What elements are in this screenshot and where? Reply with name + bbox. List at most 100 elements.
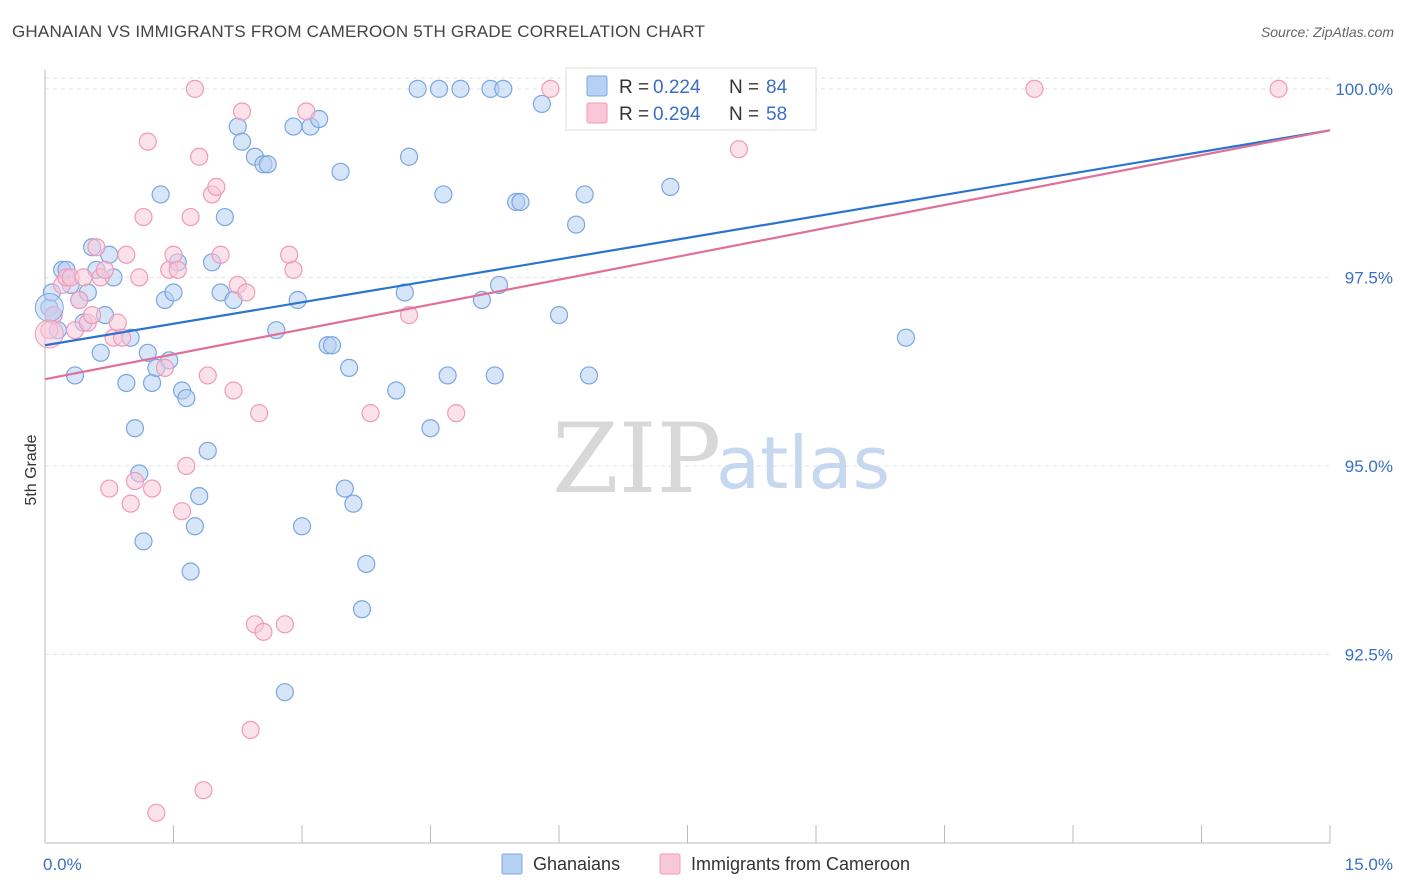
cameroon-point [95,260,115,279]
cameroon-point [232,102,252,121]
cameroon-point [125,471,145,491]
cameroon-point [172,502,192,521]
ghanaians-point [34,293,64,323]
cameroon-point [138,132,157,151]
legend-swatch-blue [586,75,608,97]
y-tick-label: 95.0% [1345,457,1393,476]
cameroon-point [198,366,217,385]
cameroon-point [177,456,196,476]
ghanaians-point [352,600,372,619]
bottom-legend-swatch-blue [501,853,523,875]
ghanaians-point [335,479,354,498]
bottom-legend-swatch-pink [659,853,681,875]
cameroon-point [1269,79,1288,98]
source-credit: Source: ZipAtlas.com [1260,24,1394,40]
cameroon-point [224,381,243,400]
cameroon-point [134,207,153,227]
cameroon-point [185,79,205,98]
ghanaians-point [408,79,427,98]
ghanaians-point [344,494,363,513]
cameroon-point [155,358,175,377]
ghanaians-point [292,517,312,536]
ghanaians-point [164,283,183,302]
ghanaians-point [142,373,162,393]
cameroon-point [207,177,226,196]
cameroon-point [194,781,213,800]
ghanaians-point [190,486,209,506]
cameroon-point [729,140,749,159]
ghanaians-point [91,343,110,362]
cameroon-point [361,404,380,423]
legend-r-label: R = [619,77,649,98]
cameroon-point [250,404,269,423]
bottom-legend-ghanaians: Ghanaians [533,854,620,874]
ghanaians-point [438,366,457,385]
cameroon-point [275,615,294,634]
axes [44,70,1331,844]
cameroon-point [211,245,230,264]
ghanaians-point [181,562,200,581]
watermark-zip: ZIP [552,403,721,515]
x-tick-label: 15.0% [1345,855,1393,874]
cameroon-point [83,305,102,325]
cameroon-point [142,479,162,498]
ghanaians-point [549,305,569,325]
x-tick-label: 0.0% [43,855,82,874]
stats-legend: R = 0.224 N = 84 R = 0.294 N = 58 [565,67,817,131]
ghanaians-point [215,207,234,227]
series-legend: Ghanaians Immigrants from Cameroon [501,853,910,875]
legend-r-value-pink: 0.294 [653,104,701,125]
data-points [34,79,1288,822]
cameroon-point [241,720,260,739]
cameroon-point [108,313,127,332]
y-tick-label: 100.0% [1335,80,1393,99]
legend-n-label: N = [729,104,759,125]
cameroon-point [447,404,466,423]
ghanaians-point [451,79,470,98]
ghanaians-point [494,79,513,98]
ghanaians-point [575,185,594,204]
ghanaians-point [485,366,504,385]
cameroon-point [117,245,136,264]
ghanaians-point [357,554,376,574]
cameroon-point [34,319,64,349]
cameroon-point [297,102,316,121]
legend-r-value-blue: 0.224 [653,77,701,98]
ghanaians-point [340,358,359,377]
y-tick-labels: 92.5% 95.0% 97.5% 100.0% [1335,80,1393,665]
ghanaians-point [434,185,453,204]
ghanaians-point [288,290,307,310]
legend-n-value-pink: 58 [766,104,787,125]
cameroon-trend-line [44,129,1331,381]
ghanaians-point [275,683,294,702]
ghanaians-trend-line [44,129,1331,347]
cameroon-point [147,803,166,822]
cameroon-point [164,245,183,264]
cameroon-point [399,305,419,325]
cameroon-point [87,238,106,257]
cameroon-point [70,290,89,310]
cameroon-point [284,260,303,279]
cameroon-point [121,494,140,513]
ghanaians-point [258,155,277,174]
ghanaians-point [134,532,153,551]
cameroon-point [100,479,119,498]
trend-lines [44,129,1331,381]
cameroon-point [168,260,187,279]
ghanaians-point [387,381,406,400]
y-tick-label: 97.5% [1345,268,1393,287]
ghanaians-point [661,177,680,196]
ghanaians-point [429,79,449,98]
ghanaians-point [322,336,342,355]
ghanaians-point [185,517,205,536]
ghanaians-point [421,419,440,438]
ghanaians-point [331,162,350,181]
cameroon-point [254,622,273,641]
bottom-legend-cameroon: Immigrants from Cameroon [691,854,910,874]
grid-lines [45,77,1330,655]
ghanaians-point [284,117,303,136]
ghanaians-point [232,132,252,151]
ghanaians-point [489,275,509,295]
legend-n-value-blue: 84 [766,77,788,98]
watermark: ZIP atlas [552,403,890,515]
